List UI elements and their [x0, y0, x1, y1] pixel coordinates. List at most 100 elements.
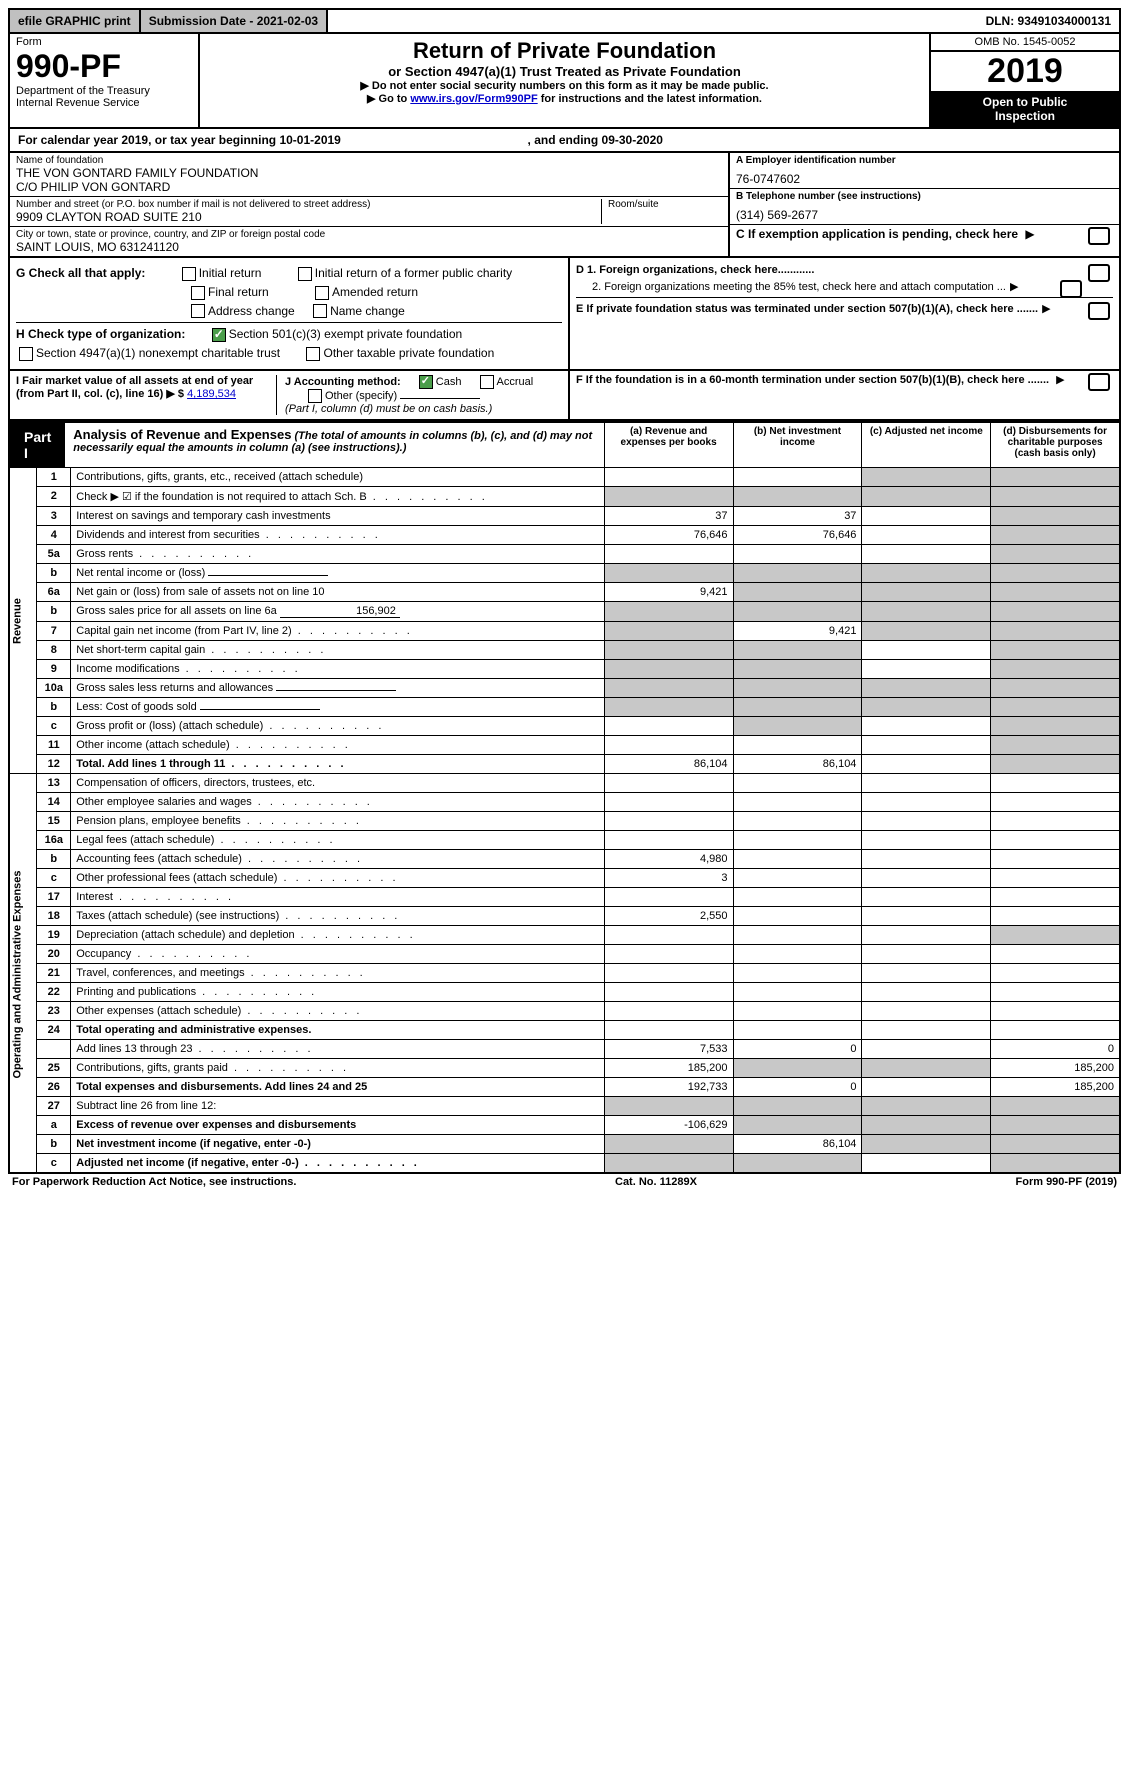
line-description: Accounting fees (attach schedule): [71, 850, 604, 869]
h-other: Other taxable private foundation: [323, 346, 494, 360]
table-row: 17Interest: [9, 888, 1120, 907]
line-number: 20: [37, 945, 71, 964]
amount-cell: 192,733: [604, 1078, 733, 1097]
table-row: bGross sales price for all assets on lin…: [9, 602, 1120, 622]
amount-cell: [991, 717, 1120, 736]
line-number: b: [37, 698, 71, 717]
line-description: Net short-term capital gain: [71, 641, 604, 660]
amended-cb[interactable]: [315, 286, 329, 300]
line-number: 1: [37, 468, 71, 487]
addr-change-cb[interactable]: [191, 304, 205, 318]
c-cell: C If exemption application is pending, c…: [730, 225, 1119, 243]
line-number: 21: [37, 964, 71, 983]
amount-cell: [604, 545, 733, 564]
table-row: 8Net short-term capital gain: [9, 641, 1120, 660]
e-label: E If private foundation status was termi…: [576, 303, 1038, 315]
amount-cell: [991, 487, 1120, 507]
amount-cell: [991, 831, 1120, 850]
e-cb[interactable]: [1088, 302, 1110, 320]
amount-cell: [991, 869, 1120, 888]
d-e-checks: D 1. Foreign organizations, check here..…: [570, 258, 1119, 369]
info-block: Name of foundation THE VON GONTARD FAMIL…: [8, 153, 1121, 258]
name-change: Name change: [330, 304, 405, 318]
table-row: 21Travel, conferences, and meetings: [9, 964, 1120, 983]
amount-cell: [604, 926, 733, 945]
amount-cell: [862, 679, 991, 698]
d1-label: D 1. Foreign organizations, check here..…: [576, 264, 814, 276]
j-cash-cb[interactable]: [419, 375, 433, 389]
final-return-cb[interactable]: [191, 286, 205, 300]
amount-cell: [733, 812, 862, 831]
city: SAINT LOUIS, MO 631241120: [16, 240, 722, 254]
efile-button[interactable]: efile GRAPHIC print: [10, 10, 141, 32]
amount-cell: [862, 755, 991, 774]
cal-begin: 10-01-2019: [279, 133, 340, 147]
table-row: 18Taxes (attach schedule) (see instructi…: [9, 907, 1120, 926]
line-description: Printing and publications: [71, 983, 604, 1002]
addr-change: Address change: [208, 304, 295, 318]
phone-cell: B Telephone number (see instructions) (3…: [730, 189, 1119, 225]
instr2-pre: ▶ Go to: [367, 93, 410, 105]
submission-date: Submission Date - 2021-02-03: [141, 10, 328, 32]
table-row: cGross profit or (loss) (attach schedule…: [9, 717, 1120, 736]
amount-cell: [862, 1154, 991, 1174]
h-501c3-cb[interactable]: [212, 328, 226, 342]
d2-cb[interactable]: [1060, 280, 1082, 298]
amount-cell: [862, 869, 991, 888]
amount-cell: [991, 964, 1120, 983]
amount-cell: [604, 736, 733, 755]
amount-cell: [862, 736, 991, 755]
f-label: F If the foundation is in a 60-month ter…: [576, 374, 1049, 386]
fmv-value[interactable]: 4,189,534: [187, 388, 236, 400]
name-change-cb[interactable]: [313, 304, 327, 318]
instr2-post: for instructions and the latest informat…: [541, 93, 762, 105]
amount-cell: [733, 1097, 862, 1116]
arrow-icon: ▶: [1056, 373, 1064, 386]
final-return: Final return: [208, 285, 269, 299]
amount-cell: [862, 583, 991, 602]
j-accrual: Accrual: [497, 376, 534, 388]
line-description: Other income (attach schedule): [71, 736, 604, 755]
initial-former-cb[interactable]: [298, 267, 312, 281]
table-row: 20Occupancy: [9, 945, 1120, 964]
table-row: 16aLegal fees (attach schedule): [9, 831, 1120, 850]
amount-cell: [604, 679, 733, 698]
line-number: 6a: [37, 583, 71, 602]
amount-cell: [862, 945, 991, 964]
irs: Internal Revenue Service: [16, 97, 192, 109]
part1-label: Part I: [10, 423, 65, 467]
amount-cell: [862, 622, 991, 641]
amount-cell: [604, 774, 733, 793]
line-description: Pension plans, employee benefits: [71, 812, 604, 831]
d1-cb[interactable]: [1088, 264, 1110, 282]
line-number: 26: [37, 1078, 71, 1097]
j-accrual-cb[interactable]: [480, 375, 494, 389]
amount-cell: [862, 1040, 991, 1059]
amount-cell: [733, 583, 862, 602]
checks-section: G Check all that apply: Initial return I…: [8, 258, 1121, 371]
amount-cell: [862, 602, 991, 622]
amount-cell: [604, 1002, 733, 1021]
j-other-cb[interactable]: [308, 389, 322, 403]
footer: For Paperwork Reduction Act Notice, see …: [8, 1174, 1121, 1190]
instructions-link[interactable]: www.irs.gov/Form990PF: [410, 93, 537, 105]
h-other-cb[interactable]: [306, 347, 320, 361]
f-cb[interactable]: [1088, 373, 1110, 391]
amount-cell: [733, 736, 862, 755]
c-checkbox[interactable]: [1088, 227, 1110, 245]
h-4947: Section 4947(a)(1) nonexempt charitable …: [36, 346, 280, 360]
amount-cell: [733, 793, 862, 812]
initial-return-cb[interactable]: [182, 267, 196, 281]
amount-cell: [733, 679, 862, 698]
line-number: c: [37, 1154, 71, 1174]
initial-return: Initial return: [199, 266, 262, 280]
line-number: 18: [37, 907, 71, 926]
amount-cell: [862, 1078, 991, 1097]
amount-cell: [991, 1097, 1120, 1116]
instr-1: ▶ Do not enter social security numbers o…: [204, 79, 925, 92]
line-description: Income modifications: [71, 660, 604, 679]
table-row: Revenue1Contributions, gifts, grants, et…: [9, 468, 1120, 487]
amount-cell: [862, 926, 991, 945]
line-description: Adjusted net income (if negative, enter …: [71, 1154, 604, 1174]
h-4947-cb[interactable]: [19, 347, 33, 361]
